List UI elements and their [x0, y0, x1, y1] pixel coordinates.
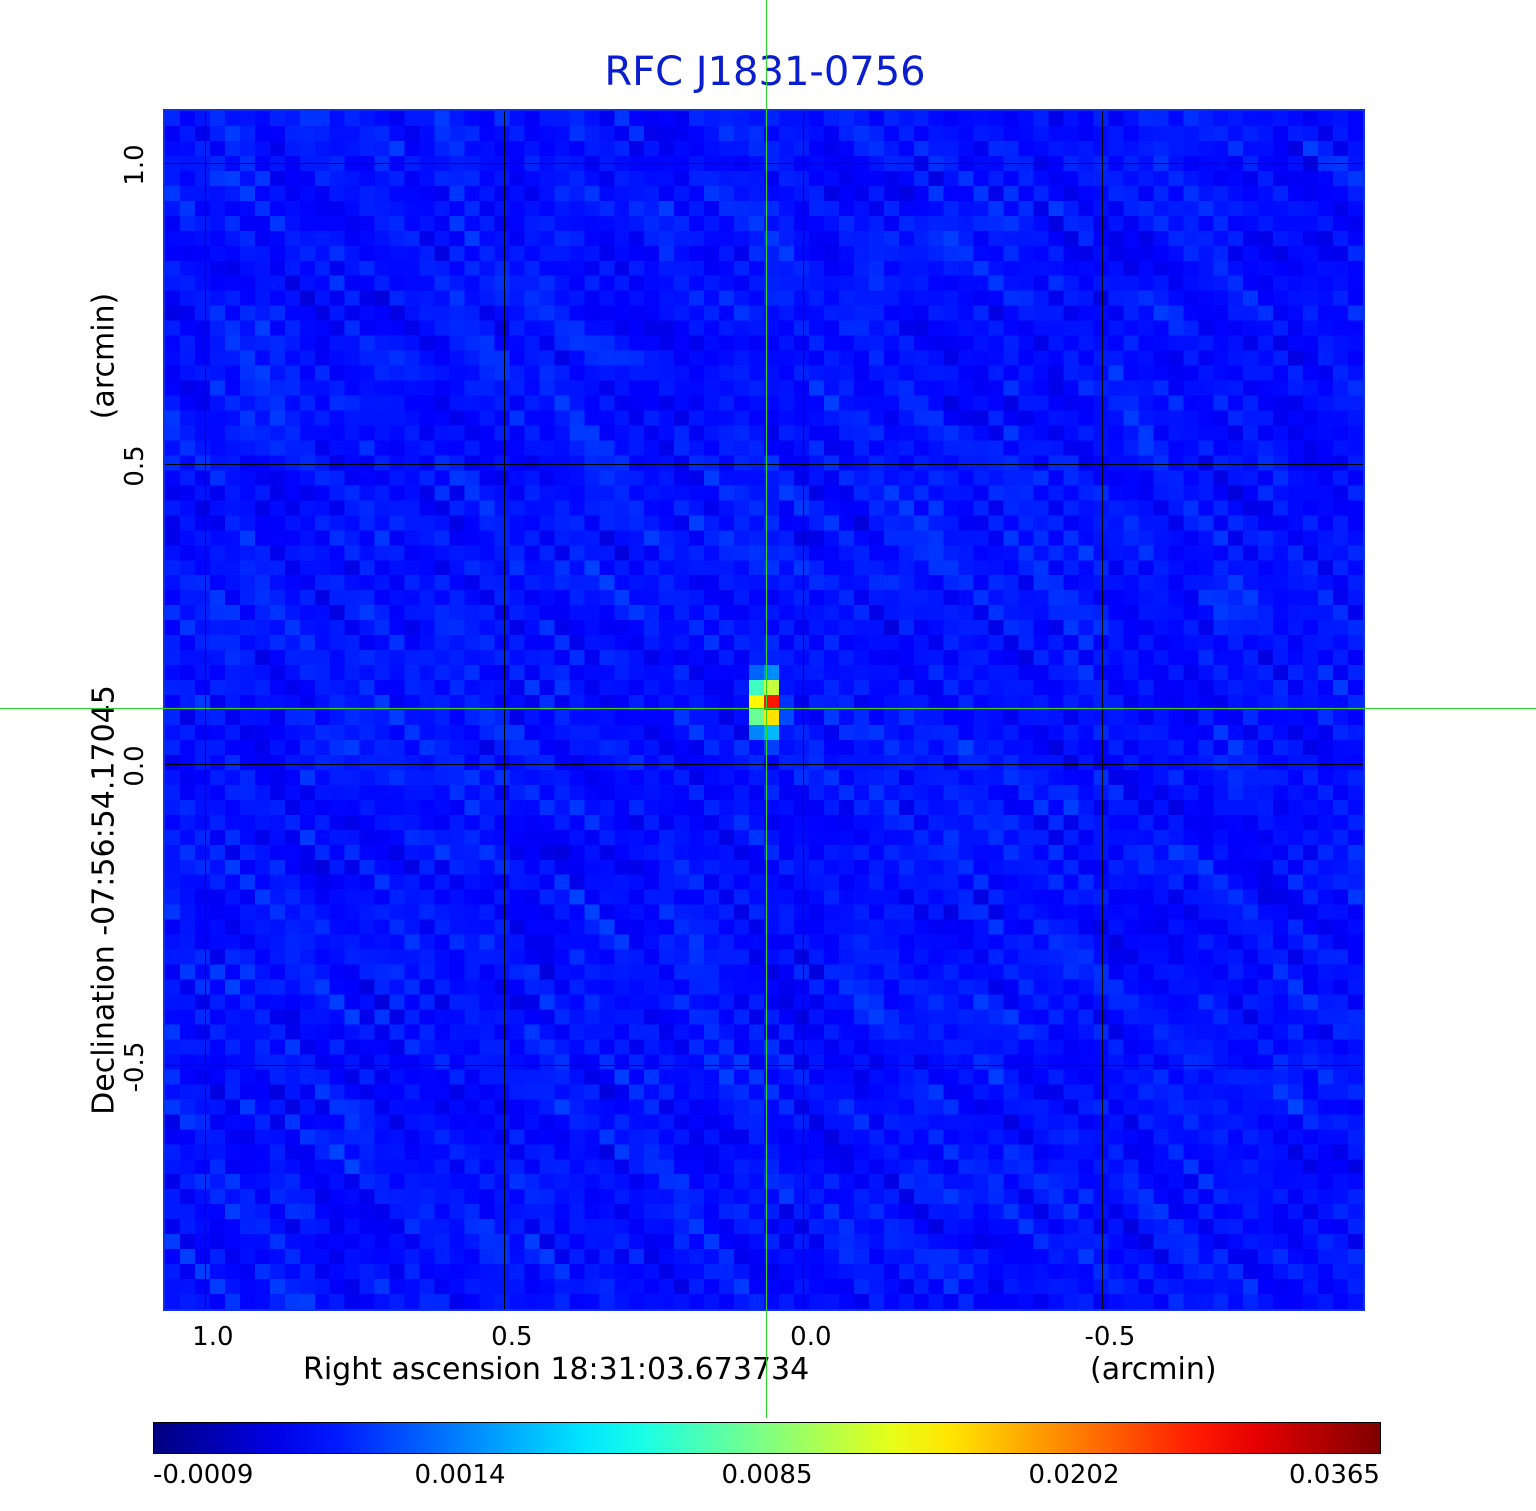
grid-line-vertical — [204, 111, 206, 1309]
y-tick-label: 0.5 — [120, 444, 150, 487]
y-tick-label: 1.0 — [120, 144, 150, 186]
colorbar-tick-label: 0.0365 — [1289, 1460, 1380, 1490]
x-tick-label: 1.0 — [192, 1322, 234, 1352]
y-axis-unit: (arcmin) — [86, 292, 122, 420]
grid-line-horizontal — [165, 463, 1363, 465]
x-tick-label: 0.0 — [790, 1322, 832, 1352]
x-tick-label: 0.5 — [491, 1322, 533, 1352]
colorbar-tick-label: 0.0085 — [721, 1460, 813, 1490]
colorbar-tick-label: 0.0202 — [1028, 1460, 1120, 1490]
crosshair-vertical — [766, 0, 767, 1418]
plot-area[interactable] — [163, 109, 1365, 1311]
grid-line-horizontal — [165, 1064, 1363, 1066]
x-axis-unit: (arcmin) — [1090, 1352, 1217, 1387]
colorbar-tick-label: 0.0014 — [414, 1460, 506, 1490]
intensity-map — [165, 111, 1363, 1309]
y-tick-label: 0.0 — [120, 745, 150, 787]
grid-line-horizontal — [165, 764, 1363, 766]
chart-title: RFC J1831-0756 — [604, 49, 926, 95]
grid-line-horizontal — [165, 163, 1363, 165]
x-axis-label: Right ascension 18:31:03.673734 — [303, 1352, 810, 1387]
x-tick-label: -0.5 — [1084, 1322, 1136, 1352]
grid-line-vertical — [1101, 111, 1103, 1309]
y-tick-label: -0.5 — [120, 1041, 150, 1092]
y-axis-label: Declination -07:56:54.17045 — [86, 685, 122, 1115]
colorbar-tick-label: -0.0009 — [153, 1460, 254, 1490]
grid-line-vertical — [503, 111, 505, 1309]
crosshair-horizontal — [0, 708, 1536, 709]
grid-line-vertical — [802, 111, 804, 1309]
colorbar — [153, 1422, 1381, 1454]
